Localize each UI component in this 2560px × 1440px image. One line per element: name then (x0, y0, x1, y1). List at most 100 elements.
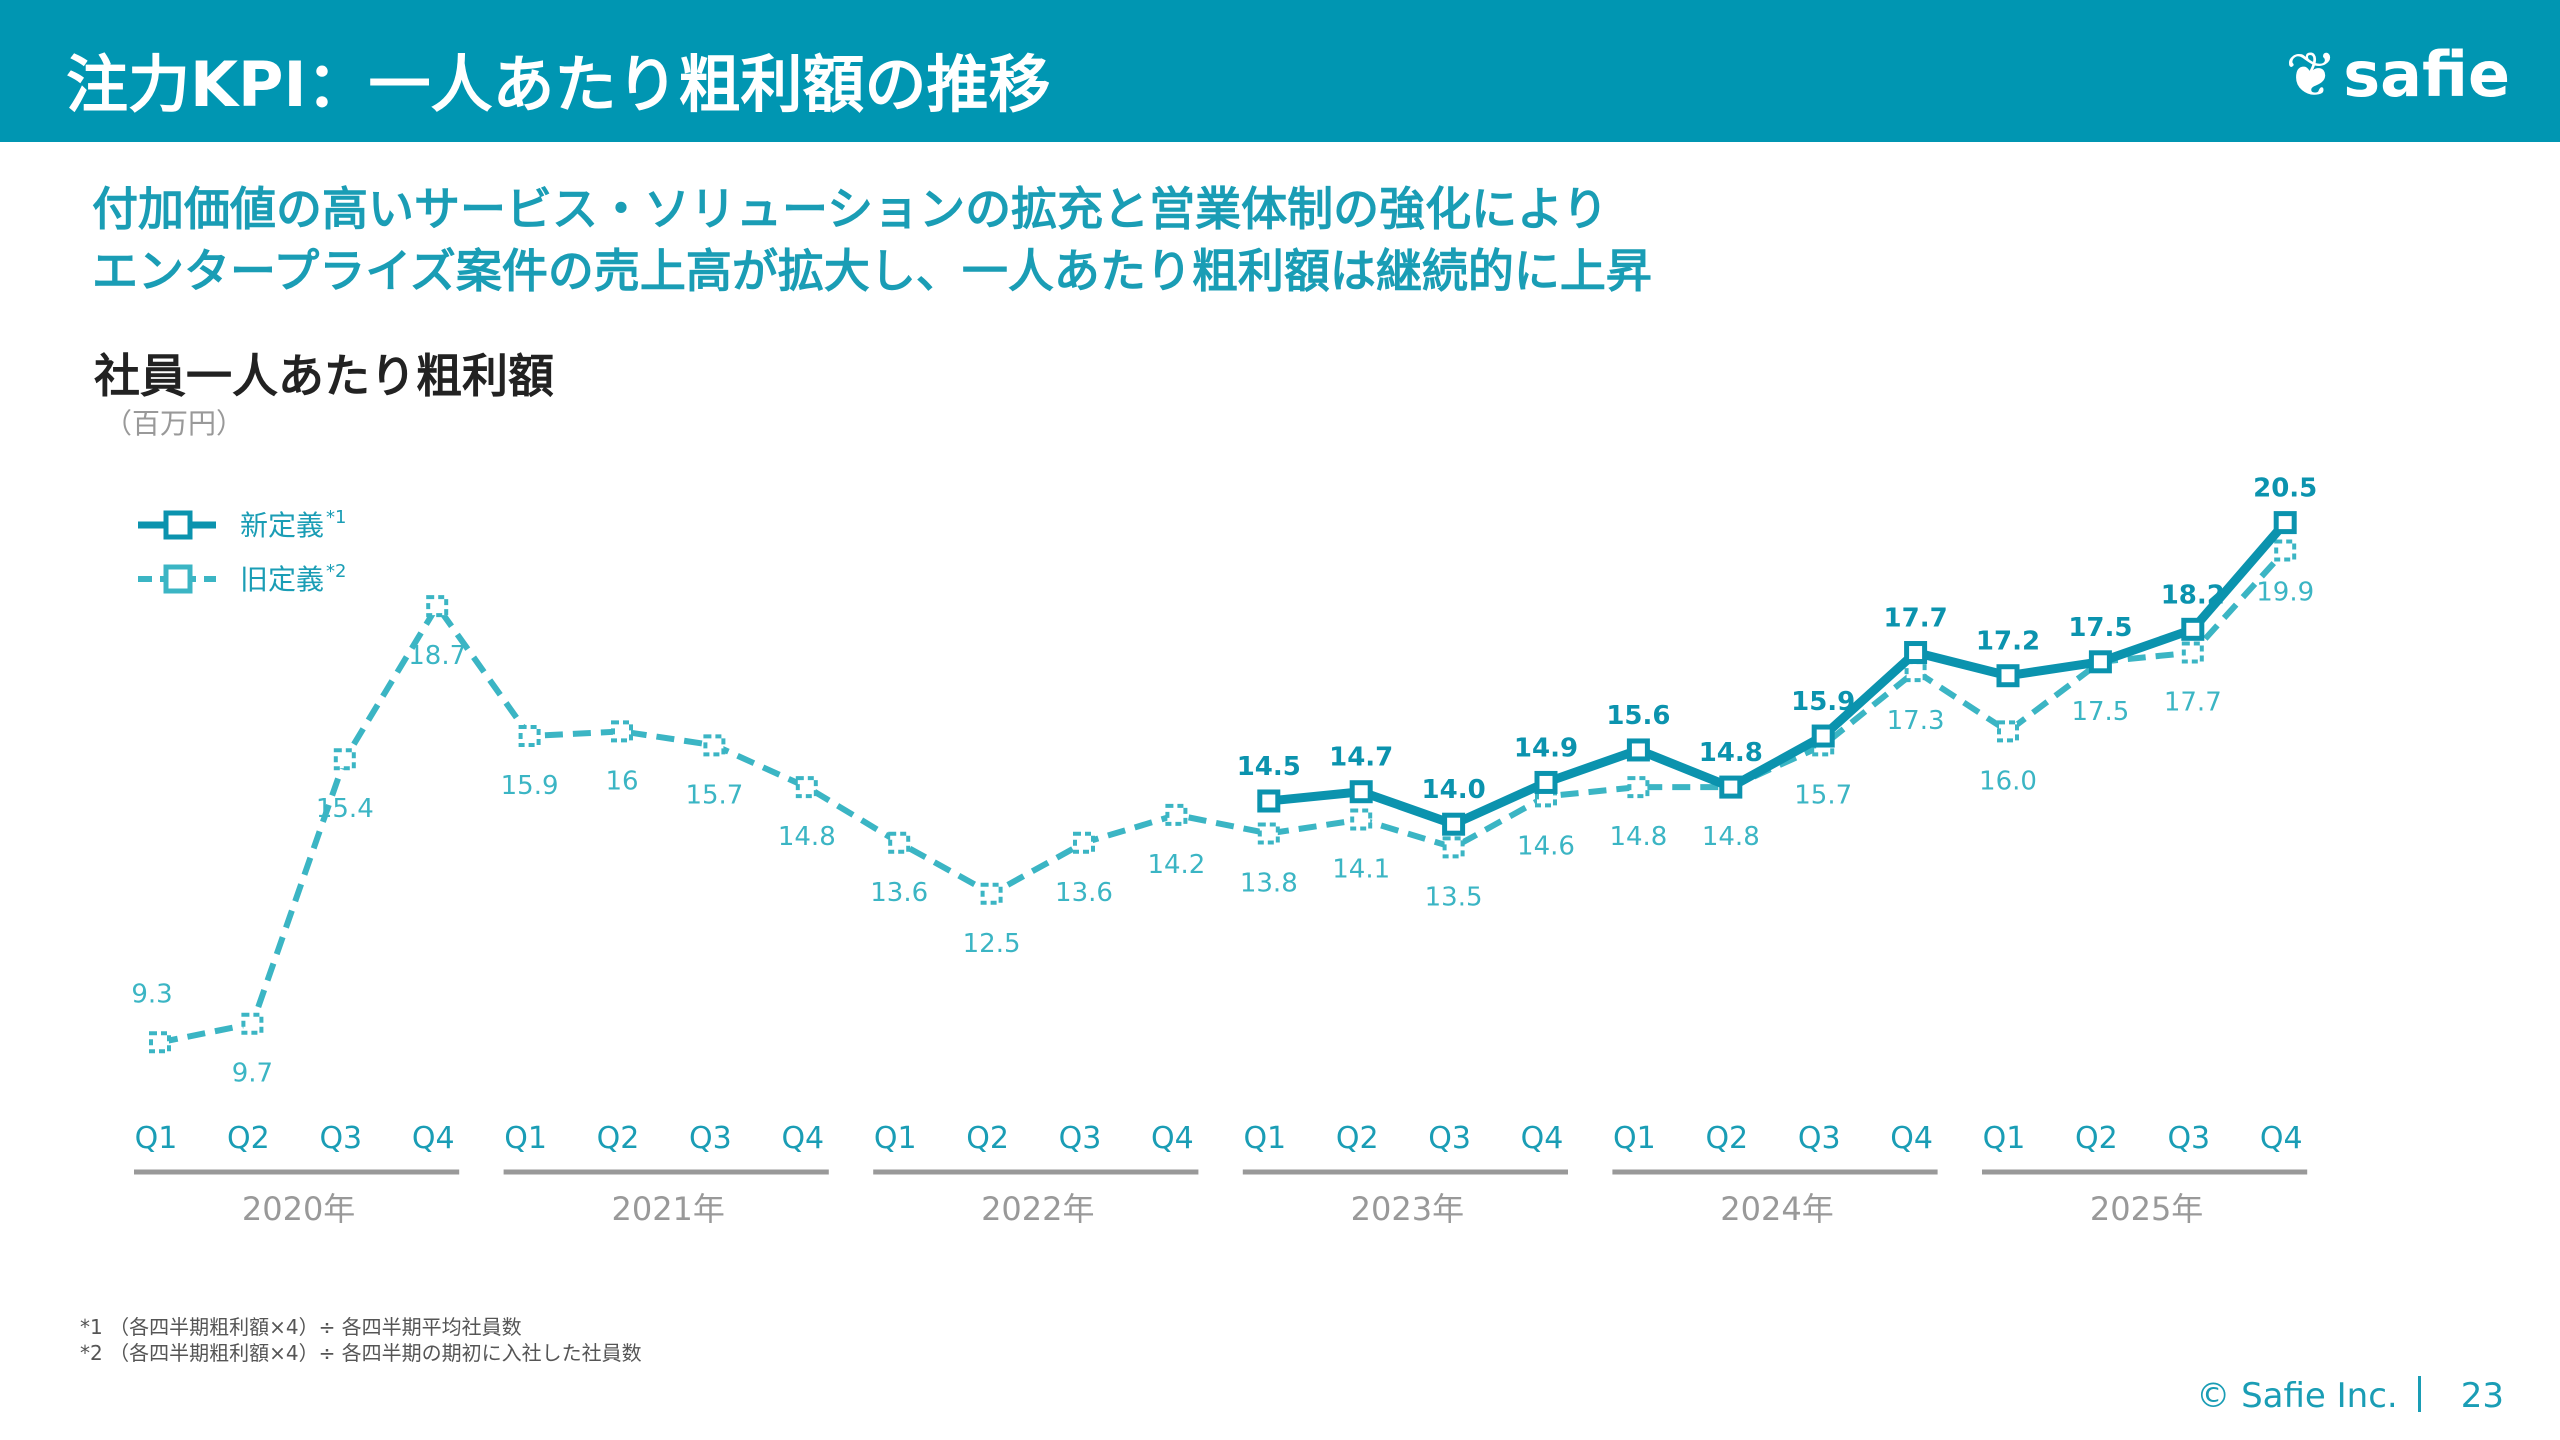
x-tick-label: Q2 (2075, 1121, 2118, 1156)
page-title: 注力KPI：一人あたり粗利額の推移 (66, 48, 1051, 121)
old-definition-data-label: 9.3 (131, 979, 172, 1009)
x-tick-label: Q2 (966, 1121, 1009, 1156)
old-definition-data-label: 14.2 (1147, 850, 1205, 880)
chart-unit: （百万円） (104, 407, 245, 440)
new-definition-marker (2181, 617, 2205, 641)
headline-line-2: エンタープライズ案件の売上高が拡大し、一人あたり粗利額は継続的に上昇 (92, 244, 1652, 298)
x-tick-label: Q3 (1798, 1121, 1841, 1156)
old-definition-data-label: 17.7 (2164, 688, 2222, 718)
old-definition-marker (1165, 803, 1188, 826)
x-tick-label: Q1 (135, 1121, 178, 1156)
old-definition-line (159, 548, 2288, 1046)
new-definition-data-label: 20.5 (2253, 474, 2317, 504)
x-tick-label: Q1 (504, 1121, 547, 1156)
old-definition-data-label: 13.6 (870, 878, 928, 908)
x-tick-label: Q3 (319, 1121, 362, 1156)
year-label: 2022年 (981, 1190, 1094, 1228)
footer: © Safie Inc. 23 (2196, 1376, 2504, 1416)
year-label: 2020年 (242, 1190, 355, 1228)
chart-title: 社員一人あたり粗利額 (94, 349, 554, 403)
old-definition-data-label: 14.8 (1609, 822, 1667, 852)
year-label: 2024年 (1720, 1190, 1833, 1228)
x-tick-label: Q2 (1705, 1121, 1748, 1156)
legend-marker (163, 510, 193, 540)
x-tick-label: Q3 (1059, 1121, 1102, 1156)
footnote-1: *1 （各四半期粗利額×4）÷ 各四半期平均社員数 (80, 1315, 522, 1339)
footnote-2: *2 （各四半期粗利額×4）÷ 各四半期の期初に入社した社員数 (80, 1341, 642, 1365)
old-definition-data-label: 15.9 (501, 771, 559, 801)
old-definition-marker (1257, 822, 1280, 845)
old-definition-data-label: 17.5 (2071, 697, 2129, 727)
old-definition-marker (888, 831, 911, 854)
new-definition-data-label: 15.6 (1606, 701, 1670, 731)
new-definition-marker (1811, 724, 1835, 748)
x-tick-label: Q1 (874, 1121, 917, 1156)
new-definition-marker (1626, 738, 1650, 762)
new-definition-data-label: 14.7 (1329, 743, 1393, 773)
new-definition-data-label: 17.2 (1976, 627, 2040, 657)
old-definition-data-label: 18.7 (408, 641, 466, 671)
x-tick-label: Q4 (781, 1121, 824, 1156)
x-tick-label: Q3 (2167, 1121, 2210, 1156)
new-definition-marker (2088, 650, 2112, 674)
legend-note: *1 (326, 507, 346, 528)
x-tick-label: Q4 (1521, 1121, 1564, 1156)
new-definition-marker (1257, 789, 1281, 813)
old-definition-marker (518, 725, 541, 748)
old-definition-marker (2274, 539, 2297, 562)
new-definition-marker (2273, 511, 2297, 535)
old-definition-data-label: 15.7 (1794, 780, 1852, 810)
x-tick-label: Q1 (1613, 1121, 1656, 1156)
old-definition-data-label: 13.6 (1055, 878, 1113, 908)
old-definition-marker (1997, 720, 2019, 743)
new-definition-data-label: 15.9 (1791, 687, 1855, 717)
new-definition-marker (1904, 641, 1928, 665)
old-definition-marker (703, 734, 726, 757)
old-definition-data-label: 13.5 (1425, 882, 1483, 912)
old-definition-data-label: 13.8 (1240, 868, 1298, 898)
old-definition-marker (980, 882, 1003, 905)
x-tick-label: Q2 (227, 1121, 270, 1156)
new-definition-data-label: 14.5 (1237, 752, 1301, 782)
footnotes: *1 （各四半期粗利額×4）÷ 各四半期平均社員数 *2 （各四半期粗利額×4）… (80, 1314, 642, 1366)
x-tick-label: Q3 (1428, 1121, 1471, 1156)
year-label: 2025年 (2090, 1190, 2203, 1228)
old-definition-data-label: 12.5 (963, 929, 1021, 959)
copyright: © Safie Inc. (2196, 1376, 2398, 1416)
old-definition-data-label: 16 (605, 766, 638, 796)
new-definition-marker (1442, 812, 1466, 836)
x-tick-label: Q2 (1336, 1121, 1379, 1156)
legend-marker (163, 564, 193, 594)
footer-divider (2417, 1376, 2421, 1412)
old-definition-marker (611, 720, 633, 743)
new-definition-data-label: 18.2 (2161, 580, 2225, 610)
year-label: 2021年 (611, 1190, 724, 1228)
year-label: 2023年 (1351, 1190, 1464, 1228)
old-definition-marker (1627, 776, 1650, 799)
legend-label: 新定義 (240, 509, 324, 542)
legend-note: *2 (326, 561, 346, 582)
old-definition-marker (1904, 660, 1927, 683)
new-definition-marker (1996, 664, 2020, 688)
old-definition-marker (1073, 831, 1095, 854)
old-definition-marker (241, 1012, 264, 1035)
logo-text: safie (2343, 38, 2510, 111)
old-definition-marker (426, 595, 449, 618)
new-definition-marker (1349, 780, 1373, 804)
old-definition-data-label: 15.4 (316, 794, 374, 824)
old-definition-data-label: 15.7 (685, 780, 743, 810)
old-definition-data-label: 14.1 (1332, 855, 1390, 885)
x-tick-label: Q4 (1151, 1121, 1194, 1156)
old-definition-data-label: 14.8 (1702, 822, 1760, 852)
old-definition-marker (795, 776, 818, 799)
new-definition-marker (1534, 770, 1558, 794)
safie-logo: ❦ safie (2285, 38, 2510, 111)
new-definition-data-label: 17.5 (2068, 613, 2132, 643)
old-definition-data-label: 19.9 (2256, 577, 2314, 607)
old-definition-marker (1442, 836, 1465, 859)
header-bar: 注力KPI：一人あたり粗利額の推移 ❦ safie (0, 0, 2560, 142)
x-tick-label: Q4 (412, 1121, 455, 1156)
page-number: 23 (2460, 1376, 2504, 1416)
new-definition-data-label: 17.7 (1884, 604, 1948, 634)
new-definition-line (1268, 519, 2289, 829)
